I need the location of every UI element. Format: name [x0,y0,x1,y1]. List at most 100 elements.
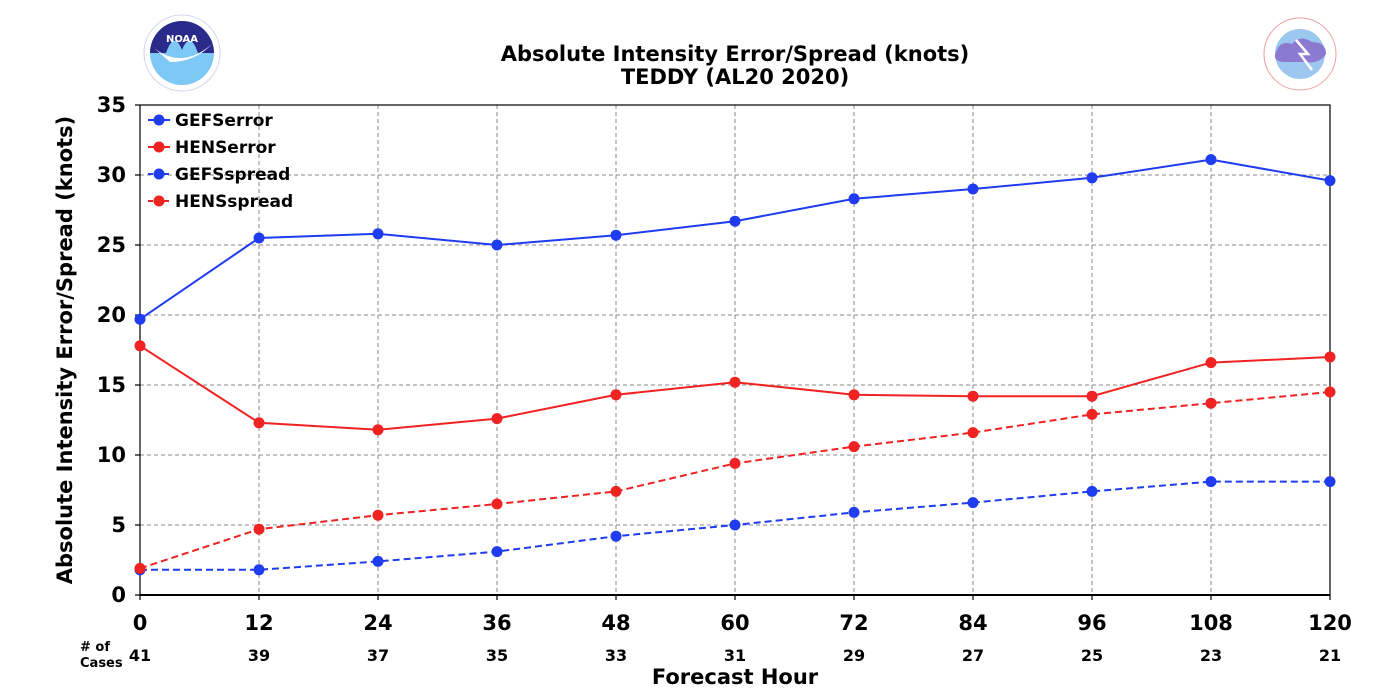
series-HENSspread [134,386,1336,574]
legend-swatch-marker [153,114,165,126]
x-axis-label: Forecast Hour [652,665,819,689]
data-point-HENSerror [729,376,741,388]
data-point-HENSspread [1324,386,1336,398]
series-GEFSspread [134,476,1336,576]
y-tick-label: 15 [97,373,126,397]
data-point-HENSerror [491,413,503,425]
data-point-HENSerror [134,340,146,352]
data-point-HENSerror [1324,351,1336,363]
cases-value: 23 [1200,646,1222,665]
y-tick-label: 20 [97,303,126,327]
data-point-HENSerror [253,417,265,429]
data-point-GEFSerror [967,183,979,195]
cases-value: 35 [486,646,508,665]
x-tick-label: 120 [1308,611,1352,635]
cases-value: 25 [1081,646,1103,665]
legend-swatch-marker [153,141,165,153]
y-tick-label: 30 [97,163,126,187]
data-point-HENSspread [491,498,503,510]
data-point-HENSerror [372,424,384,436]
data-point-HENSerror [848,389,860,401]
data-point-GEFSspread [729,519,741,531]
chart-subtitle: TEDDY (AL20 2020) [621,65,849,89]
cases-value: 27 [962,646,984,665]
data-point-HENSerror [1086,390,1098,402]
series-GEFSerror [134,154,1336,325]
cases-label: # of Cases [80,640,123,671]
data-point-GEFSspread [491,546,503,558]
chart-title: Absolute Intensity Error/Spread (knots) [501,42,970,66]
data-point-GEFSerror [1324,175,1336,187]
cases-row: 41 39 37 35 33 31 29 27 25 23 21 [129,646,1341,665]
legend-label: HENSspread [175,192,293,212]
x-tick-label: 36 [482,611,511,635]
cases-value: 33 [605,646,627,665]
legend-item-GEFSspread: GEFSspread [148,165,290,185]
y-axis-label: Absolute Intensity Error/Spread (knots) [53,116,77,585]
legend-label: HENSerror [175,138,276,158]
legend-label: GEFSspread [175,165,290,185]
y-tick-labels: 0 5 10 15 20 25 30 35 [97,93,140,607]
data-point-HENSspread [372,509,384,521]
data-point-HENSspread [848,441,860,453]
data-point-HENSerror [967,390,979,402]
y-tick-label: 0 [111,583,126,607]
data-point-GEFSerror [372,228,384,240]
data-point-GEFSspread [253,564,265,576]
cases-value: 21 [1319,646,1341,665]
data-point-GEFSspread [372,555,384,567]
data-point-HENSerror [1205,357,1217,369]
data-point-GEFSerror [1086,172,1098,184]
data-point-GEFSspread [848,506,860,518]
legend-swatch-marker [153,168,165,180]
data-point-HENSspread [134,562,146,574]
data-point-GEFSspread [967,497,979,509]
x-tick-label: 60 [720,611,749,635]
data-point-HENSspread [967,427,979,439]
data-point-GEFSspread [1205,476,1217,488]
legend-item-GEFSerror: GEFSerror [148,111,273,131]
legend-label: GEFSerror [175,111,273,131]
data-point-HENSspread [729,457,741,469]
x-tick-label: 96 [1077,611,1106,635]
data-point-GEFSerror [729,215,741,227]
cases-value: 39 [248,646,270,665]
legend-item-HENSspread: HENSspread [148,192,293,212]
data-point-GEFSspread [610,530,622,542]
data-point-GEFSerror [491,239,503,251]
data-point-HENSspread [1086,408,1098,420]
x-tick-label: 12 [244,611,273,635]
y-tick-label: 35 [97,93,126,117]
x-tick-label: 108 [1189,611,1233,635]
y-tick-label: 10 [97,443,126,467]
x-tick-label: 24 [363,611,392,635]
series-layer [134,154,1336,576]
x-tick-labels: 0 12 24 36 48 60 72 84 96 108 120 [133,595,1352,635]
cases-value: 41 [129,646,151,665]
legend-item-HENSerror: HENSerror [148,138,276,158]
data-point-HENSspread [610,485,622,497]
data-point-HENSspread [253,523,265,535]
y-tick-label: 25 [97,233,126,257]
series-HENSerror [134,340,1336,436]
nws-logo-icon [1263,17,1337,91]
cases-value: 29 [843,646,865,665]
x-tick-label: 84 [958,611,987,635]
data-point-HENSspread [1205,397,1217,409]
legend-swatch-marker [153,195,165,207]
noaa-logo-text: NOAA [166,34,198,45]
legend: GEFSerror HENSerror GEFSspread HENSspread [148,111,293,212]
data-point-GEFSerror [610,229,622,241]
x-tick-label: 0 [133,611,148,635]
data-point-GEFSspread [1324,476,1336,488]
noaa-logo-icon: NOAA [143,14,221,92]
x-tick-label: 48 [601,611,630,635]
data-point-GEFSerror [848,193,860,205]
data-point-HENSerror [610,389,622,401]
cases-value: 37 [367,646,389,665]
data-point-GEFSerror [1205,154,1217,166]
data-point-GEFSspread [1086,485,1098,497]
cases-value: 31 [724,646,746,665]
x-tick-label: 72 [839,611,868,635]
